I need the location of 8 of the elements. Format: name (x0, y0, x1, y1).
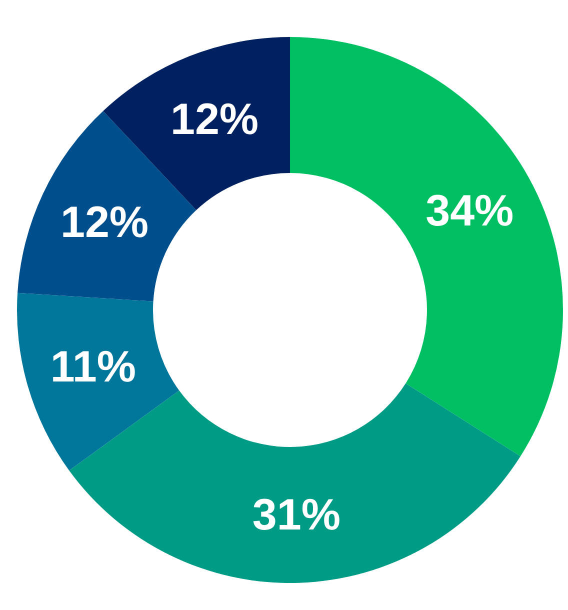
data-label: 12% (170, 94, 259, 144)
data-label: 34% (426, 186, 514, 236)
donut-slice (17, 292, 180, 470)
data-label: 11% (50, 342, 136, 392)
donut-slice (290, 37, 562, 456)
data-label: 31% (252, 490, 340, 540)
data-label: 12% (60, 198, 149, 248)
donut-slice (69, 383, 520, 583)
